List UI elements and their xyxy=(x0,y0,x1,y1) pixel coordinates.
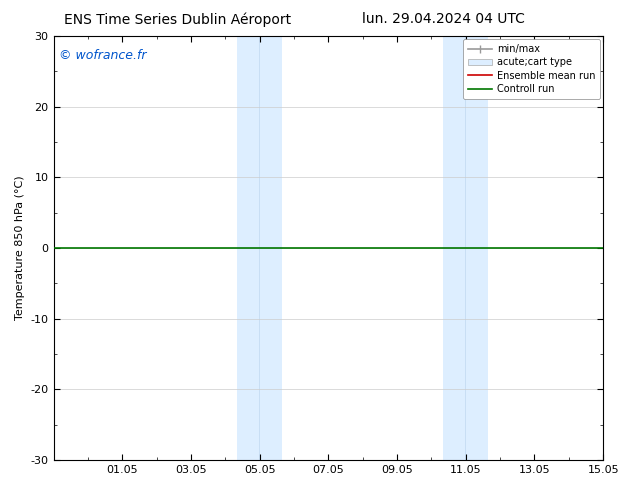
Text: lun. 29.04.2024 04 UTC: lun. 29.04.2024 04 UTC xyxy=(363,12,525,26)
Legend: min/max, acute;cart type, Ensemble mean run, Controll run: min/max, acute;cart type, Ensemble mean … xyxy=(463,39,600,99)
Bar xyxy=(465,36,488,460)
Bar xyxy=(236,36,259,460)
Text: © wofrance.fr: © wofrance.fr xyxy=(59,49,146,62)
Text: ENS Time Series Dublin Aéroport: ENS Time Series Dublin Aéroport xyxy=(64,12,291,27)
Y-axis label: Temperature 850 hPa (°C): Temperature 850 hPa (°C) xyxy=(15,176,25,320)
Bar xyxy=(443,36,465,460)
Bar xyxy=(259,36,282,460)
